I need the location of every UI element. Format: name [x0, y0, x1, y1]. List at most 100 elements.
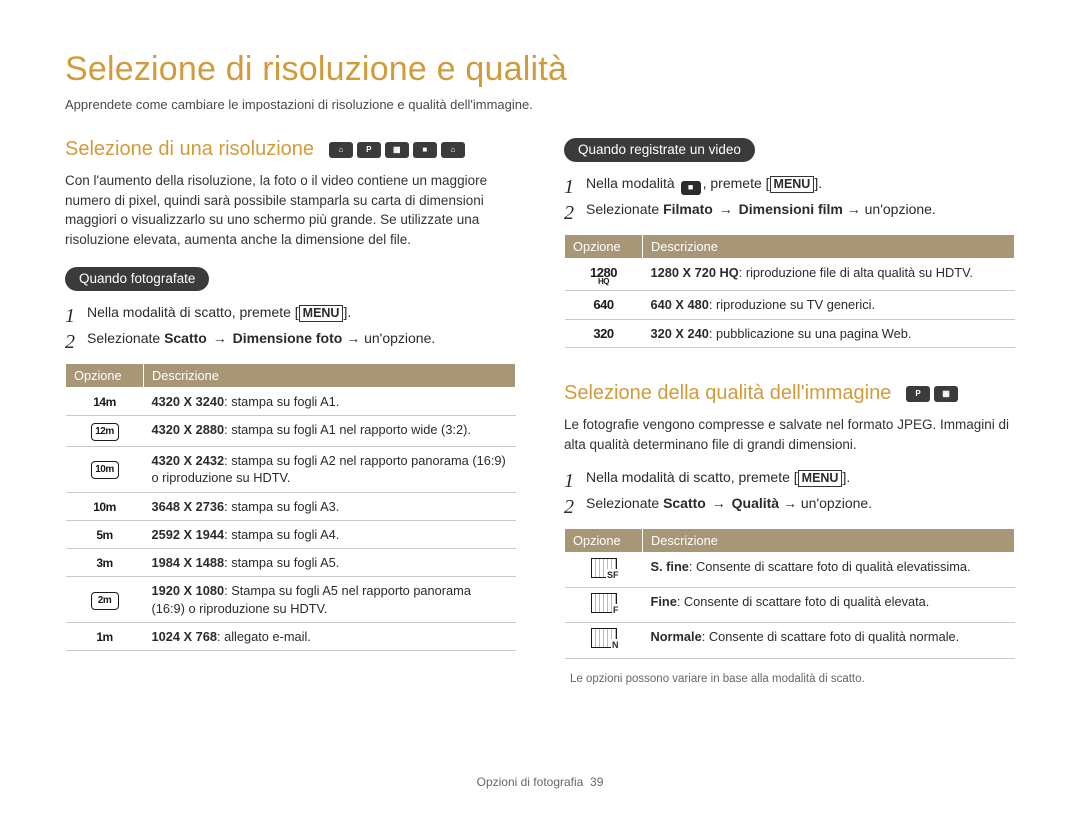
resolution-desc: : stampa su fogli A5.: [224, 555, 339, 570]
quality-name: Fine: [651, 594, 677, 609]
option-icon-cell: 1280HQ: [565, 258, 643, 291]
step-text: Selezionate: [586, 201, 663, 217]
resolution-icon: 12m: [91, 423, 119, 441]
resolution-value: 2592 X 1944: [152, 527, 225, 542]
video-step-1: Nella modalità ■, premete [MENU].: [564, 172, 1015, 196]
quality-desc: : Consente di scattare foto di qualità e…: [689, 559, 971, 574]
menu-button: MENU: [299, 305, 344, 322]
th-desc: Descrizione: [144, 363, 516, 387]
video-size-value: 640 X 480: [651, 297, 709, 312]
option-icon-cell: 5m: [66, 520, 144, 548]
resolution-value: 1920 X 1080: [152, 583, 225, 598]
step-text: → un'opzione.: [843, 201, 936, 217]
quality-steps: Nella modalità di scatto, premete [MENU]…: [564, 466, 1015, 516]
resolution-mode-icons: ⌂ P ▦ ■ ⌂: [329, 142, 465, 158]
resolution-value: 4320 X 3240: [152, 394, 225, 409]
quality-body: Le fotografie vengono compresse e salvat…: [564, 415, 1015, 454]
resolution-icon: 10m: [91, 461, 119, 479]
intro-text: Apprendete come cambiare le impostazioni…: [65, 97, 1015, 112]
mode-icon-p: P: [357, 142, 381, 158]
option-desc-cell: 1024 X 768: allegato e-mail.: [144, 622, 516, 650]
video-size-value: 320 X 240: [651, 326, 709, 341]
option-icon-cell: 10m: [66, 447, 144, 493]
option-desc-cell: S. fine: Consente di scattare foto di qu…: [643, 552, 1015, 587]
resolution-icon: 1m: [96, 629, 112, 645]
table-row: 5m 2592 X 1944: stampa su fogli A4.: [66, 520, 516, 548]
step-text: , premete [: [703, 175, 770, 191]
menu-button: MENU: [798, 470, 843, 487]
table-row: 640640 X 480: riproduzione su TV generic…: [565, 291, 1015, 319]
step-text: ].: [814, 175, 822, 191]
resolution-desc: : allegato e-mail.: [217, 629, 311, 644]
table-row: 12m4320 X 2880: stampa su fogli A1 nel r…: [66, 416, 516, 447]
table-row: SFS. fine: Consente di scattare foto di …: [565, 552, 1015, 587]
step-bold: Dimensione foto: [233, 330, 343, 346]
option-icon-cell: SF: [565, 552, 643, 587]
step-text: ].: [842, 469, 850, 485]
mode-icon-smart: ⌂: [329, 142, 353, 158]
option-desc-cell: 320 X 240: pubblicazione su una pagina W…: [643, 319, 1015, 347]
option-icon-cell: 3m: [66, 549, 144, 577]
movie-mode-icon: ■: [681, 181, 701, 195]
table-row: 10m 3648 X 2736: stampa su fogli A3.: [66, 492, 516, 520]
th-option: Opzione: [565, 234, 643, 258]
resolution-desc: : stampa su fogli A3.: [224, 499, 339, 514]
pill-video: Quando registrate un video: [564, 138, 755, 162]
step-text: Selezionate: [586, 495, 663, 511]
step-bold: Scatto: [663, 495, 706, 511]
photo-step-2: Selezionate Scatto → Dimensione foto → u…: [65, 327, 516, 351]
option-icon-cell: 320: [565, 319, 643, 347]
option-desc-cell: 1984 X 1488: stampa su fogli A5.: [144, 549, 516, 577]
table-row: 10m 4320 X 2432: stampa su fogli A2 nel r…: [66, 447, 516, 493]
option-icon-cell: 14m: [66, 387, 144, 415]
video-size-icon: 320: [593, 328, 613, 340]
mode-icon-smart2: ⌂: [441, 142, 465, 158]
option-desc-cell: 2592 X 1944: stampa su fogli A4.: [144, 520, 516, 548]
step-text: ].: [343, 304, 351, 320]
step-text: Nella modalità di scatto, premete [: [87, 304, 299, 320]
resolution-value: 3648 X 2736: [152, 499, 225, 514]
table-row: 320 320 X 240: pubblicazione su una pagin…: [565, 319, 1015, 347]
video-options-table: Opzione Descrizione 1280HQ1280 X 720 HQ:…: [564, 234, 1015, 348]
menu-button: MENU: [770, 176, 815, 193]
step-text: Selezionate: [87, 330, 164, 346]
content-columns: Selezione di una risoluzione ⌂ P ▦ ■ ⌂ C…: [65, 138, 1015, 685]
video-step-2: Selezionate Filmato → Dimensioni film → …: [564, 198, 1015, 222]
page-title: Selezione di risoluzione e qualità: [65, 50, 1015, 89]
left-column: Selezione di una risoluzione ⌂ P ▦ ■ ⌂ C…: [65, 138, 516, 685]
page-footer: Opzioni di fotografia 39: [0, 775, 1080, 789]
option-desc-cell: Normale: Consente di scattare foto di qu…: [643, 623, 1015, 658]
table-row: 1280HQ1280 X 720 HQ: riproduzione file d…: [565, 258, 1015, 291]
quality-icon: N: [591, 628, 617, 648]
mode-icon-scene: ▦: [385, 142, 409, 158]
resolution-icon: 3m: [96, 555, 112, 571]
table-row: FFine: Consente di scattare foto di qual…: [565, 587, 1015, 622]
option-icon-cell: 2m: [66, 577, 144, 623]
step-bold: Scatto: [164, 330, 207, 346]
section-title-quality: Selezione della qualità dell'immagine: [564, 382, 891, 405]
video-size-desc: : riproduzione file di alta qualità su H…: [739, 265, 973, 280]
option-desc-cell: Fine: Consente di scattare foto di quali…: [643, 587, 1015, 622]
th-option: Opzione: [565, 528, 643, 552]
resolution-icon: 10m: [93, 499, 116, 515]
photo-step-1: Nella modalità di scatto, premete [MENU]…: [65, 301, 516, 325]
resolution-desc: : stampa su fogli A1.: [224, 394, 339, 409]
resolution-desc: : stampa su fogli A1 nel rapporto wide (…: [224, 422, 471, 437]
quality-options-table: Opzione Descrizione SFS. fine: Consente …: [564, 528, 1015, 659]
th-desc: Descrizione: [643, 234, 1015, 258]
quality-name: S. fine: [651, 559, 689, 574]
resolution-icon: 5m: [96, 527, 112, 543]
table-row: 2m1920 X 1080: Stampa su fogli A5 nel ra…: [66, 577, 516, 623]
option-icon-cell: 10m: [66, 492, 144, 520]
arrow: →: [706, 495, 732, 511]
video-size-icon: 640: [593, 299, 613, 311]
quality-step-1: Nella modalità di scatto, premete [MENU]…: [564, 466, 1015, 490]
resolution-value: 1984 X 1488: [152, 555, 225, 570]
option-desc-cell: 4320 X 2432: stampa su fogli A2 nel rapp…: [144, 447, 516, 493]
section-title-resolution: Selezione di una risoluzione: [65, 138, 314, 161]
resolution-body: Con l'aumento della risoluzione, la foto…: [65, 171, 516, 249]
video-size-desc: : pubblicazione su una pagina Web.: [709, 326, 912, 341]
mode-icon-scene: ▦: [934, 386, 958, 402]
mode-icon-p: P: [906, 386, 930, 402]
resolution-desc: : stampa su fogli A4.: [224, 527, 339, 542]
